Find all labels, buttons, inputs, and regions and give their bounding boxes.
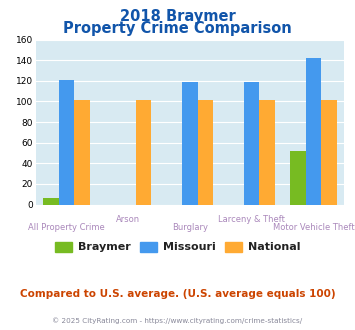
Text: Larceny & Theft: Larceny & Theft <box>218 215 285 224</box>
Legend: Braymer, Missouri, National: Braymer, Missouri, National <box>50 237 305 257</box>
Text: Burglary: Burglary <box>172 223 208 232</box>
Bar <box>74 100 89 205</box>
Text: Compared to U.S. average. (U.S. average equals 100): Compared to U.S. average. (U.S. average … <box>20 289 335 299</box>
Bar <box>306 58 321 205</box>
Bar <box>182 82 198 205</box>
Text: 2018 Braymer: 2018 Braymer <box>120 9 235 24</box>
Bar <box>290 151 306 205</box>
Bar <box>43 198 59 205</box>
Bar <box>59 80 74 205</box>
Text: © 2025 CityRating.com - https://www.cityrating.com/crime-statistics/: © 2025 CityRating.com - https://www.city… <box>53 317 302 324</box>
Text: All Property Crime: All Property Crime <box>28 223 105 232</box>
Bar <box>198 100 213 205</box>
Bar <box>321 100 337 205</box>
Text: Arson: Arson <box>116 215 140 224</box>
Text: Property Crime Comparison: Property Crime Comparison <box>63 21 292 36</box>
Text: Motor Vehicle Theft: Motor Vehicle Theft <box>273 223 354 232</box>
Bar <box>244 82 260 205</box>
Bar <box>260 100 275 205</box>
Bar <box>136 100 151 205</box>
